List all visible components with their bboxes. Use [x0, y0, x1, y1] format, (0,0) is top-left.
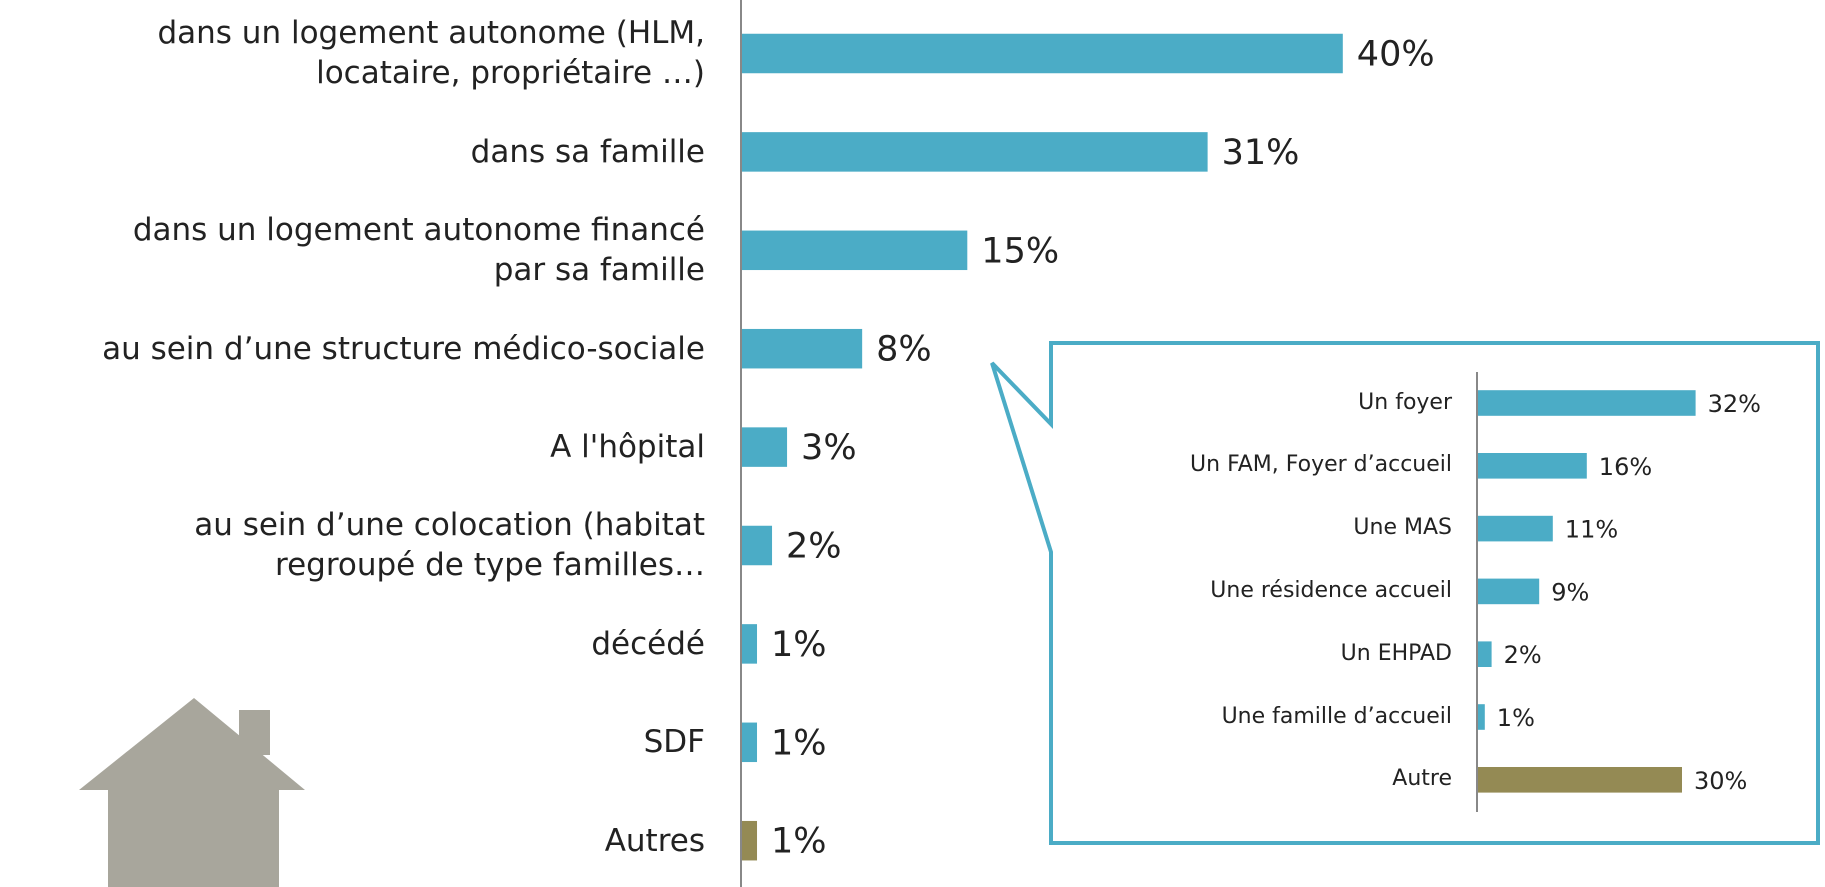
bar	[742, 230, 968, 271]
bar	[1478, 704, 1485, 730]
value-label: 30%	[1694, 767, 1747, 795]
category-label: Autre	[1392, 766, 1452, 792]
value-label: 2%	[786, 527, 842, 567]
value-label: 9%	[1551, 578, 1589, 606]
value-label: 40%	[1357, 35, 1435, 75]
bar	[742, 328, 863, 369]
value-label: 15%	[981, 231, 1059, 271]
bar	[742, 132, 1208, 172]
category-label: dans sa famille	[470, 133, 705, 170]
category-label: Un EHPAD	[1340, 640, 1452, 666]
bar	[1478, 578, 1540, 605]
category-label: dans un logement autonome financé par sa…	[132, 211, 705, 289]
bar	[1478, 515, 1553, 542]
category-label: Une famille d’accueil	[1221, 703, 1452, 729]
bar	[742, 525, 773, 566]
category-label: Une MAS	[1353, 515, 1452, 541]
value-label: 11%	[1565, 516, 1618, 544]
value-label: 8%	[876, 330, 932, 370]
bar	[742, 33, 1343, 74]
value-label: 1%	[1497, 704, 1535, 732]
value-label: 1%	[771, 822, 827, 862]
bar	[742, 624, 758, 664]
value-label: 16%	[1599, 453, 1652, 481]
bar	[742, 427, 788, 467]
bar	[1478, 767, 1682, 793]
category-label: au sein d’une colocation (habitat regrou…	[194, 507, 705, 584]
bar	[1478, 390, 1696, 416]
callout-box	[990, 341, 1820, 845]
value-label: 2%	[1504, 641, 1542, 669]
house-icon	[79, 698, 305, 887]
category-label: Une résidence accueil	[1210, 577, 1452, 603]
bar	[742, 820, 758, 861]
category-label: Autres	[604, 822, 705, 859]
category-label: Un foyer	[1358, 389, 1452, 415]
value-label: 3%	[801, 428, 857, 468]
category-label: au sein d’une structure médico-sociale	[102, 330, 705, 367]
category-label: décédé	[591, 625, 705, 662]
category-label: A l'hôpital	[550, 429, 705, 466]
value-label: 1%	[771, 625, 827, 665]
category-label: dans un logement autonome (HLM, locatair…	[157, 15, 705, 92]
value-label: 31%	[1222, 133, 1300, 173]
value-label: 1%	[771, 723, 827, 763]
bar	[1478, 453, 1587, 479]
value-label: 32%	[1708, 390, 1761, 418]
bar	[742, 722, 758, 763]
category-label: SDF	[643, 724, 705, 761]
category-label: Un FAM, Foyer d’accueil	[1190, 452, 1452, 478]
bar	[1478, 641, 1492, 667]
